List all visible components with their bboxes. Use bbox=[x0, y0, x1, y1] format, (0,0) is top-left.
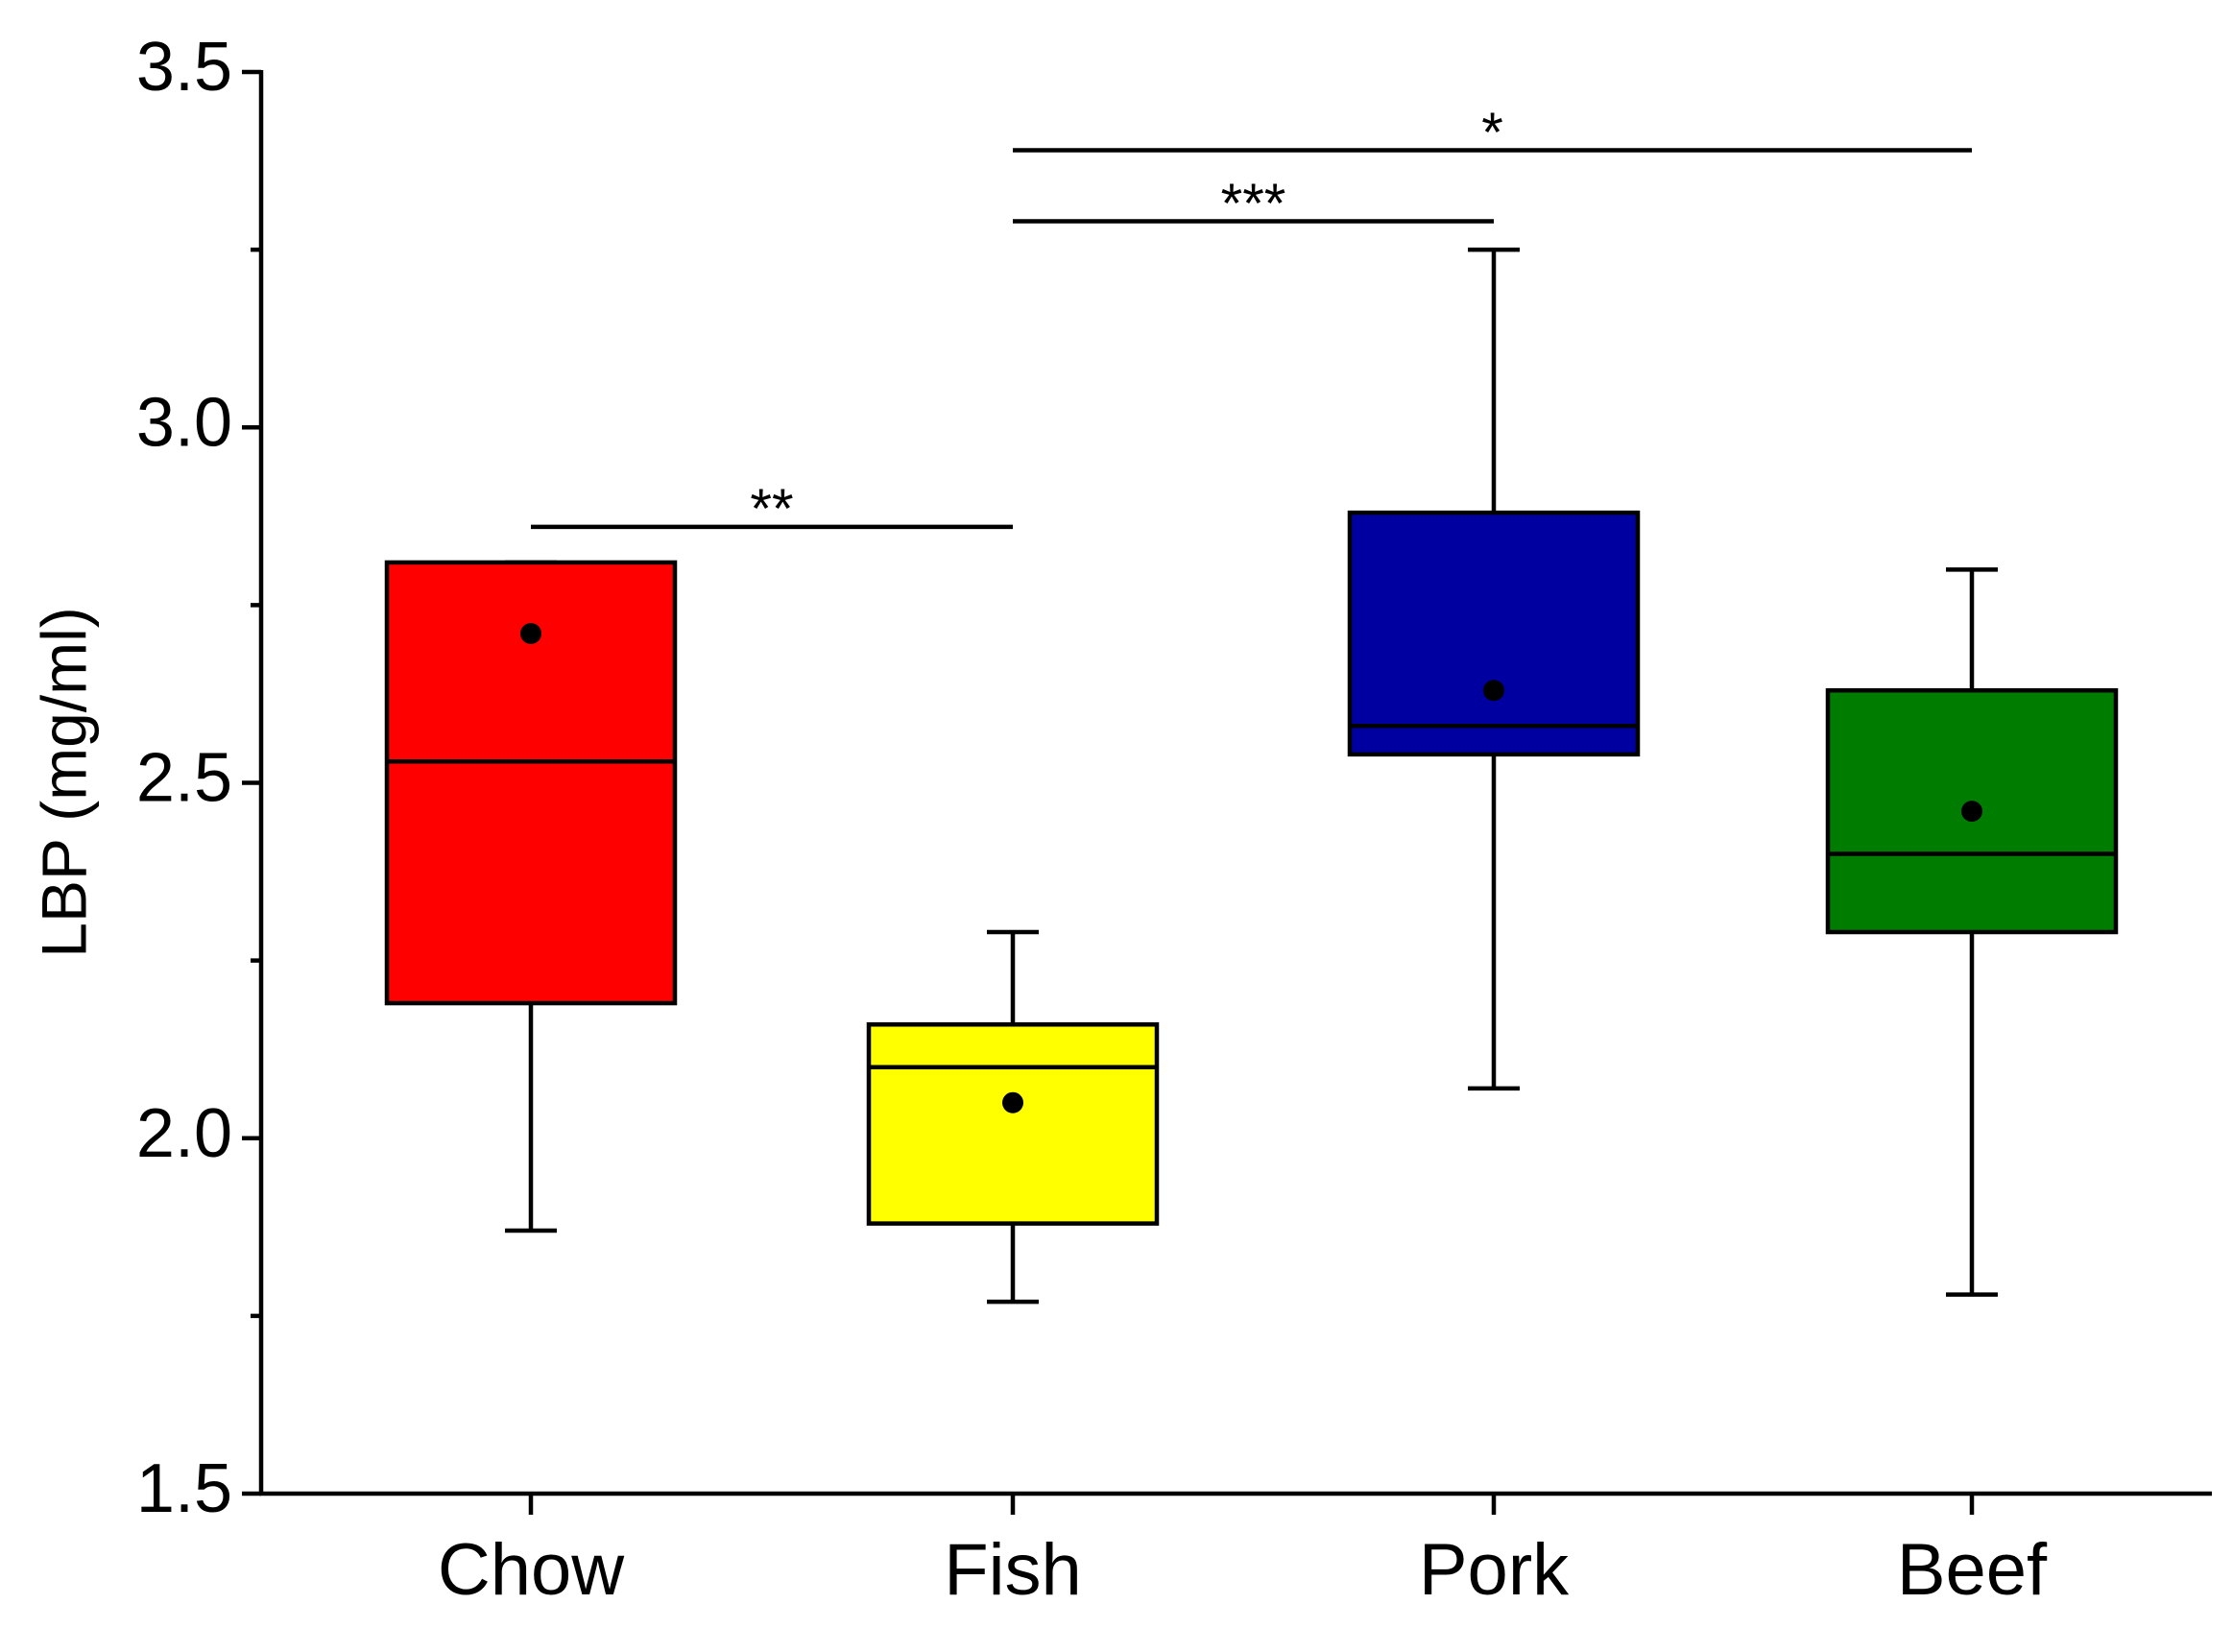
mean bbox=[1483, 680, 1504, 702]
x-tick-label: Chow bbox=[438, 1529, 625, 1611]
mean bbox=[1002, 1091, 1023, 1113]
x-tick-label: Pork bbox=[1419, 1529, 1570, 1611]
box bbox=[1347, 510, 1641, 757]
box bbox=[866, 1022, 1160, 1226]
mean bbox=[520, 622, 541, 644]
y-tick-label: 2.5 bbox=[136, 740, 232, 817]
x-tick-label: Fish bbox=[944, 1529, 1082, 1611]
y-tick-label: 2.0 bbox=[136, 1095, 232, 1172]
significance-label: *** bbox=[1221, 173, 1286, 235]
y-tick-label: 1.5 bbox=[136, 1450, 232, 1527]
y-tick-label: 3.0 bbox=[136, 384, 232, 461]
significance-label: ** bbox=[750, 478, 793, 540]
x-tick-label: Beef bbox=[1897, 1529, 2048, 1611]
significance-label: * bbox=[1481, 102, 1503, 164]
y-axis-label: LBP (mg/ml) bbox=[28, 607, 99, 958]
y-tick-label: 3.5 bbox=[136, 29, 232, 106]
mean bbox=[1961, 801, 1982, 823]
